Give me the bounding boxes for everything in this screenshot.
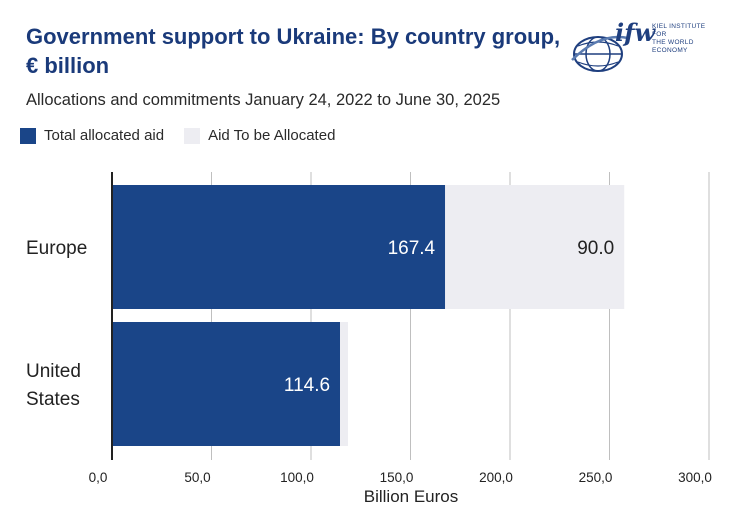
category-label: Europe: [26, 238, 87, 259]
legend-swatch-allocated: [20, 127, 36, 144]
x-tick-label: 0,0: [89, 470, 108, 485]
data-label-allocated: 167.4: [388, 238, 436, 259]
legend-item-to-be-allocated: Aid To be Allocated: [184, 127, 335, 144]
x-tick-label: 150,0: [380, 470, 414, 485]
globe-icon: [571, 35, 629, 72]
bar-allocated: [112, 185, 446, 309]
x-tick-label: 100,0: [280, 470, 314, 485]
logo-tagline-line2: THE WORLD ECONOMY: [652, 39, 694, 54]
bar-allocated: [112, 322, 341, 446]
bar-to-be-allocated: [340, 322, 349, 446]
legend-label-to-be-allocated: Aid To be Allocated: [208, 127, 336, 144]
x-tick-label: 250,0: [579, 470, 613, 485]
x-tick-label: 200,0: [479, 470, 513, 485]
legend: Total allocated aid Aid To be Allocated: [20, 127, 355, 144]
x-tick-label: 300,0: [678, 470, 712, 485]
legend-label-allocated: Total allocated aid: [44, 127, 165, 144]
chart-title: Government support to Ukraine: By countr…: [26, 24, 561, 78]
ifw-logo: ifw KIEL INSTITUTE FOR THE WORLD ECONOMY: [570, 14, 720, 84]
category-label: United: [26, 361, 81, 382]
data-label-to-be-allocated: 90.0: [577, 238, 614, 259]
category-label: States: [26, 389, 80, 410]
logo-tagline: KIEL INSTITUTE FOR THE WORLD ECONOMY: [652, 23, 720, 55]
x-tick-label: 50,0: [184, 470, 210, 485]
chart-subtitle: Allocations and commitments January 24, …: [26, 91, 501, 109]
logo-wordmark: ifw: [615, 18, 656, 47]
legend-item-allocated: Total allocated aid: [20, 127, 164, 144]
data-label-allocated: 114.6: [284, 375, 330, 396]
x-axis-title: Billion Euros: [364, 487, 459, 506]
legend-swatch-to-be-allocated: [184, 127, 201, 144]
logo-tagline-line1: KIEL INSTITUTE FOR: [652, 23, 706, 38]
bar-to-be-allocated: [445, 185, 625, 309]
